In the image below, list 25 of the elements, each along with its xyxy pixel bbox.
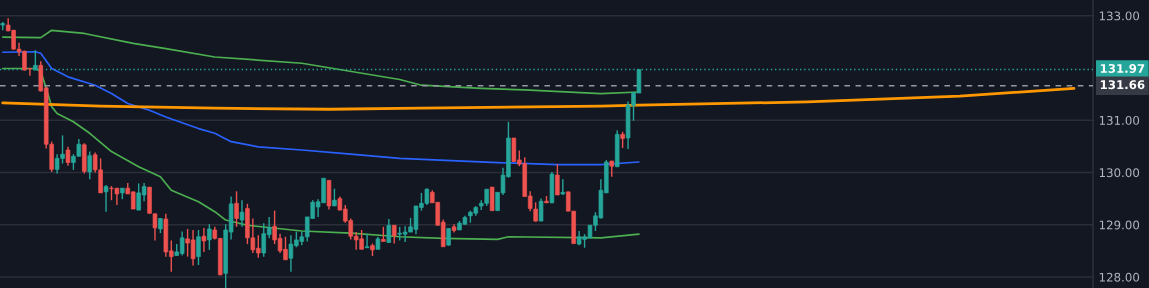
- y-tick-label: 130.00: [1099, 168, 1140, 178]
- candlestick: [87, 150, 92, 180]
- ref-line-label: 131.97: [1100, 64, 1145, 73]
- line-series: [1, 50, 640, 166]
- y-tick-label: 133.00: [1099, 11, 1140, 21]
- candlestick: [234, 190, 239, 228]
- candlestick: [391, 224, 397, 245]
- candlestick: [538, 197, 544, 222]
- candlestick: [207, 223, 212, 251]
- ref-line-label: 131.66: [1100, 80, 1145, 90]
- y-tick-label: 131.00: [1099, 115, 1140, 125]
- y-tick-label: 129.00: [1099, 220, 1140, 230]
- candlestick: [65, 146, 71, 167]
- candlestick: [196, 229, 201, 266]
- candlestick: [201, 227, 207, 253]
- candlestick: [489, 186, 495, 212]
- candlestick: [103, 184, 109, 213]
- candlestick: [555, 163, 560, 196]
- y-tick-label: 128.00: [1099, 272, 1140, 282]
- line-series: [1, 86, 1076, 111]
- candlestick: [560, 178, 566, 196]
- candlestick: [364, 232, 370, 249]
- candlestick: [386, 218, 392, 244]
- candlestick: [33, 49, 38, 71]
- candlestick: [239, 199, 245, 228]
